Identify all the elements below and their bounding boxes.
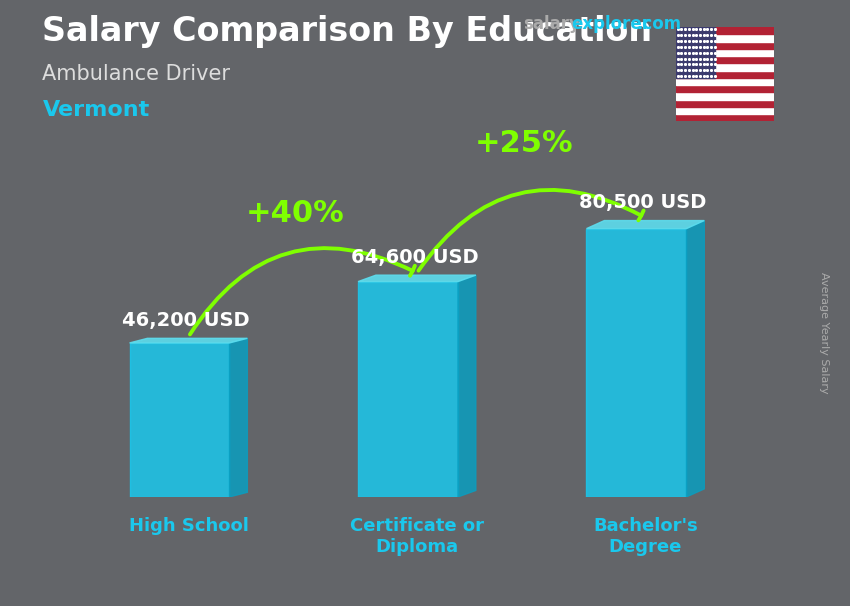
Polygon shape — [129, 343, 230, 497]
Text: 46,200 USD: 46,200 USD — [122, 311, 250, 330]
Polygon shape — [129, 338, 247, 343]
Bar — [676, 56, 774, 64]
Polygon shape — [358, 282, 458, 497]
Bar — [676, 27, 774, 35]
Bar — [676, 78, 774, 85]
Text: +25%: +25% — [474, 128, 574, 158]
Polygon shape — [687, 221, 705, 497]
Bar — [676, 107, 774, 114]
Polygon shape — [230, 338, 247, 497]
Text: .com: .com — [636, 15, 681, 33]
Polygon shape — [458, 275, 476, 497]
Text: Salary Comparison By Education: Salary Comparison By Education — [42, 15, 653, 48]
Text: Bachelor's
Degree: Bachelor's Degree — [593, 517, 698, 556]
Text: Ambulance Driver: Ambulance Driver — [42, 64, 230, 84]
Text: Certificate or
Diploma: Certificate or Diploma — [350, 517, 484, 556]
Polygon shape — [586, 221, 705, 228]
Text: explorer: explorer — [571, 15, 650, 33]
Bar — [676, 114, 774, 121]
Bar — [676, 49, 774, 56]
Polygon shape — [358, 275, 476, 282]
Bar — [676, 99, 774, 107]
Bar — [676, 35, 774, 42]
Text: +40%: +40% — [246, 199, 345, 227]
Text: 64,600 USD: 64,600 USD — [351, 248, 479, 267]
Polygon shape — [586, 228, 687, 497]
Bar — [676, 92, 774, 99]
Text: Average Yearly Salary: Average Yearly Salary — [819, 273, 829, 394]
Text: Vermont: Vermont — [42, 100, 150, 120]
Bar — [676, 27, 715, 78]
Text: salary: salary — [523, 15, 580, 33]
Bar — [676, 71, 774, 78]
Text: 80,500 USD: 80,500 USD — [580, 193, 706, 212]
Bar — [676, 64, 774, 71]
Text: High School: High School — [128, 517, 248, 535]
Bar — [676, 42, 774, 49]
Bar — [676, 85, 774, 92]
